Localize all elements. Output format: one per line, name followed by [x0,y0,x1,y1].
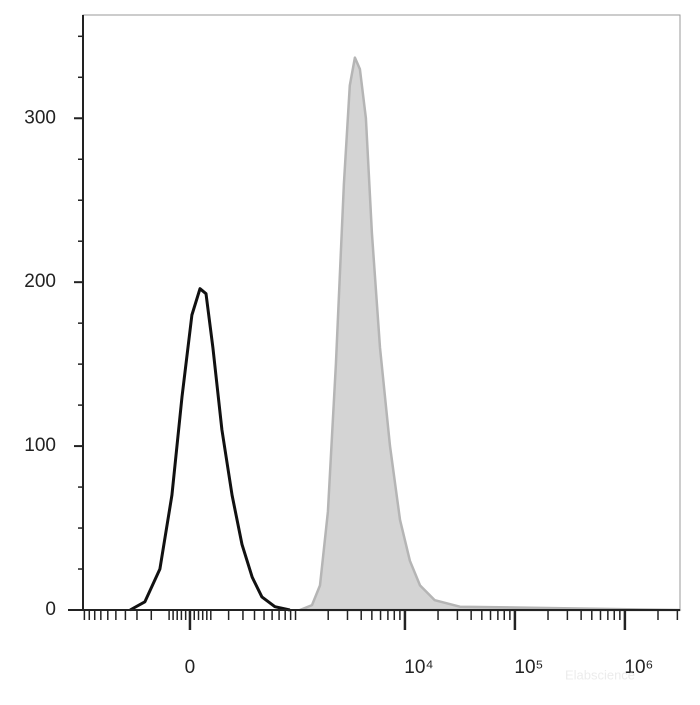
x-tick-label: 10⁶ [624,657,653,678]
histogram-line [129,287,291,612]
x-tick-label: 10⁵ [514,657,543,678]
y-tick-label: 200 [24,271,56,292]
y-tick-label: 300 [24,107,56,128]
y-tick-label: 0 [45,599,56,620]
x-tick-label: 10⁴ [404,657,433,678]
y-tick-label: 100 [24,435,56,456]
histogram-area [298,56,682,612]
watermark: Elabscience [565,667,635,682]
x-tick-label: 0 [185,657,196,678]
